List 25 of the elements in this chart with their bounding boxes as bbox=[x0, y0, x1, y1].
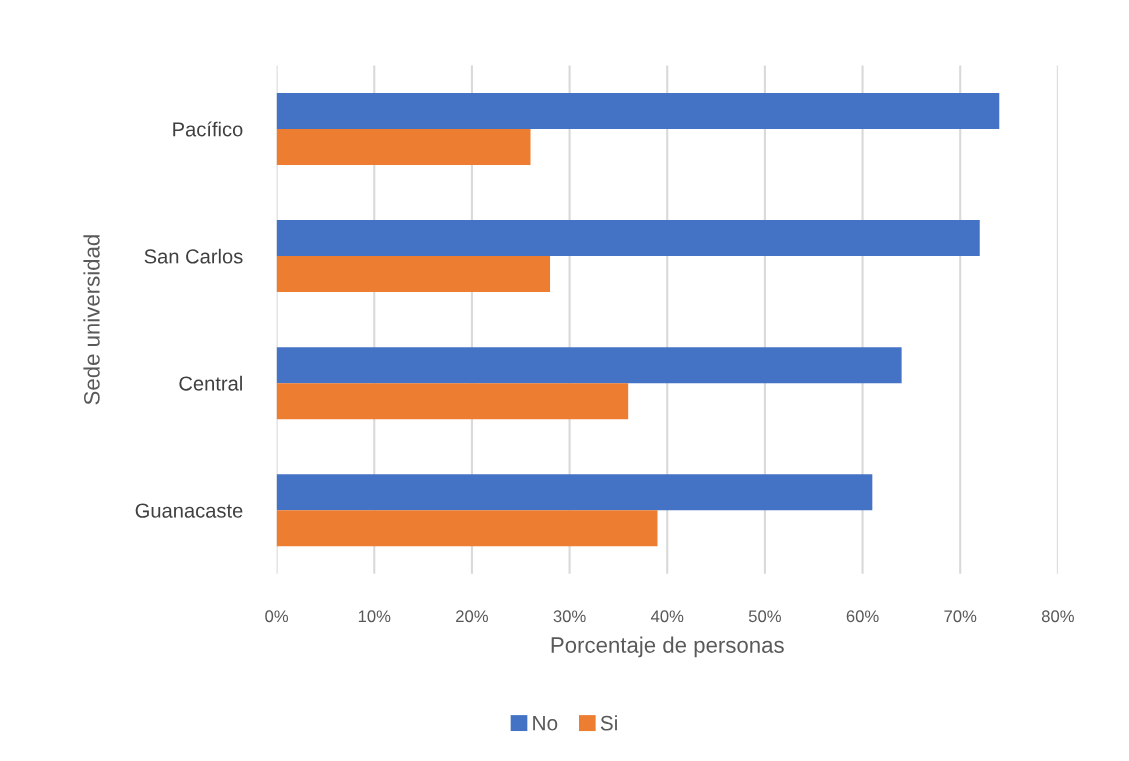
bar bbox=[276, 128, 531, 165]
x-tick-label: 60% bbox=[846, 610, 879, 623]
y-tick-label: San Carlos bbox=[144, 248, 243, 264]
x-tick-label: 50% bbox=[748, 610, 781, 623]
x-tick-label: 80% bbox=[1041, 610, 1074, 623]
x-tick-label: 30% bbox=[553, 610, 586, 623]
bar bbox=[276, 347, 902, 384]
bar bbox=[276, 474, 873, 511]
y-tick-label: Central bbox=[179, 375, 242, 391]
bar bbox=[276, 93, 1000, 129]
bar bbox=[276, 220, 980, 257]
x-tick-label: 10% bbox=[358, 610, 391, 623]
x-tick-label: 0% bbox=[265, 610, 289, 623]
x-axis-title: Porcentaje de personas bbox=[551, 636, 784, 658]
y-tick-label: Pacífico bbox=[173, 121, 243, 137]
y-tick-label: Guanacaste bbox=[135, 503, 243, 518]
y-axis-title: Sede universidad bbox=[83, 235, 100, 405]
legend-label: No bbox=[533, 715, 558, 731]
bar bbox=[276, 510, 658, 547]
x-tick-label: 40% bbox=[650, 610, 684, 623]
bar bbox=[276, 383, 629, 420]
x-tick-label: 20% bbox=[456, 610, 489, 623]
bar bbox=[276, 256, 551, 293]
x-tick-label: 70% bbox=[944, 610, 977, 623]
legend-label: Si bbox=[600, 715, 617, 731]
